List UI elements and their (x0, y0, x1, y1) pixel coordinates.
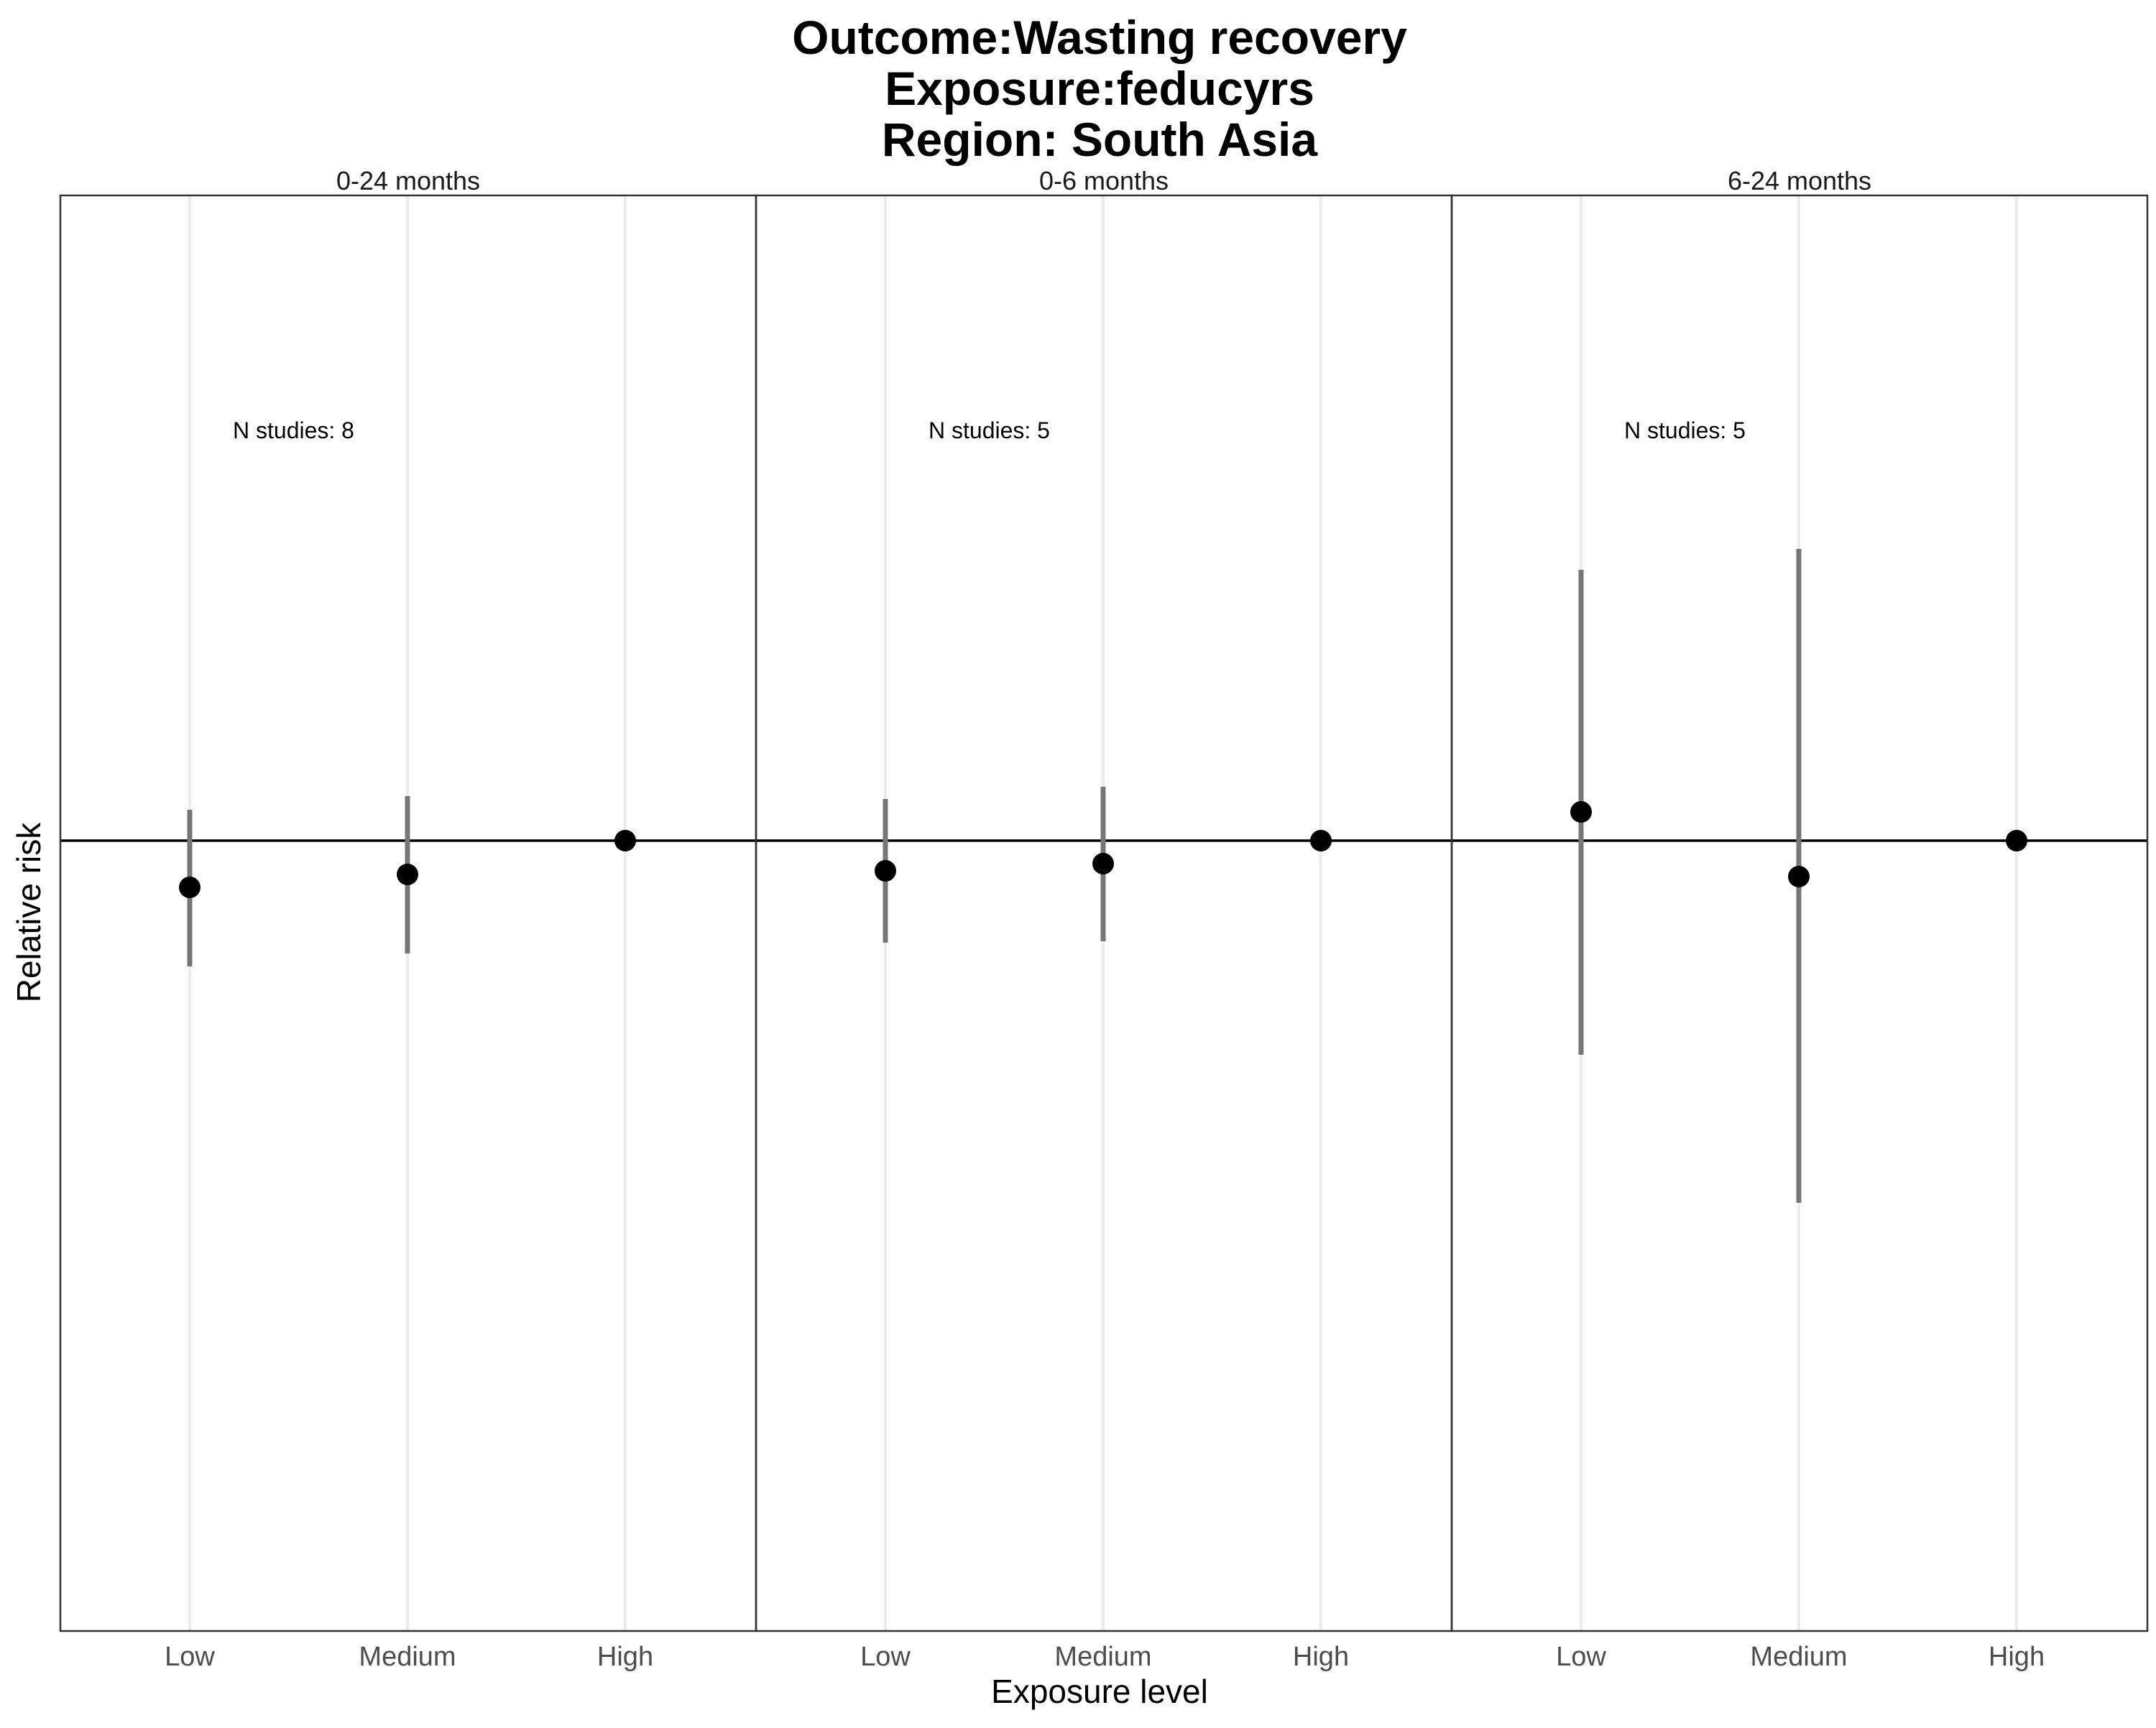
title-line-1: Outcome:Wasting recovery (792, 11, 1407, 64)
x-tick-label-low: Low (165, 1642, 215, 1672)
x-tick-label-high: High (1293, 1642, 1349, 1672)
x-axis-title: Exposure level (991, 1673, 1208, 1710)
estimate-point-high (614, 830, 636, 851)
x-tick-label-low: Low (1556, 1642, 1606, 1672)
x-tick-label-high: High (597, 1642, 653, 1672)
x-tick-label-low: Low (860, 1642, 911, 1672)
x-tick-label-high: High (1989, 1642, 2045, 1672)
title-line-3: Region: South Asia (882, 113, 1319, 166)
estimate-point-low (875, 860, 896, 882)
facet-panel-3: 6-24 months N studies: 5 Low Medium High (1450, 166, 2149, 1672)
facet-strip-label: 0-24 months (336, 166, 480, 195)
x-tick-label-medium: Medium (1054, 1642, 1151, 1672)
x-tick-label-medium: Medium (359, 1642, 456, 1672)
estimate-point-high (1310, 830, 1332, 851)
y-axis-title: Relative risk (10, 822, 47, 1003)
n-studies-annotation: N studies: 5 (929, 417, 1050, 443)
n-studies-annotation: N studies: 5 (1624, 417, 1746, 443)
x-tick-label-medium: Medium (1750, 1642, 1847, 1672)
facet-panel-2: 0-6 months N studies: 5 Low Medium High (755, 166, 1453, 1672)
facet-strip-label: 0-6 months (1039, 166, 1169, 195)
facet-strip-label: 6-24 months (1728, 166, 1871, 195)
estimate-point-low (179, 877, 201, 898)
facet-panel-1: 0-24 months N studies: 8 Low Medium High (59, 166, 757, 1672)
estimate-point-medium (397, 864, 418, 885)
n-studies-annotation: N studies: 8 (233, 417, 354, 443)
estimate-point-medium (1092, 853, 1114, 874)
estimate-point-high (2006, 830, 2027, 851)
panel-border (1450, 194, 2149, 1632)
estimate-point-low (1570, 801, 1592, 823)
chart-title: Outcome:Wasting recovery Exposure:feducy… (792, 11, 1407, 166)
title-line-2: Exposure:feducyrs (885, 62, 1314, 115)
estimate-point-medium (1788, 866, 1810, 887)
